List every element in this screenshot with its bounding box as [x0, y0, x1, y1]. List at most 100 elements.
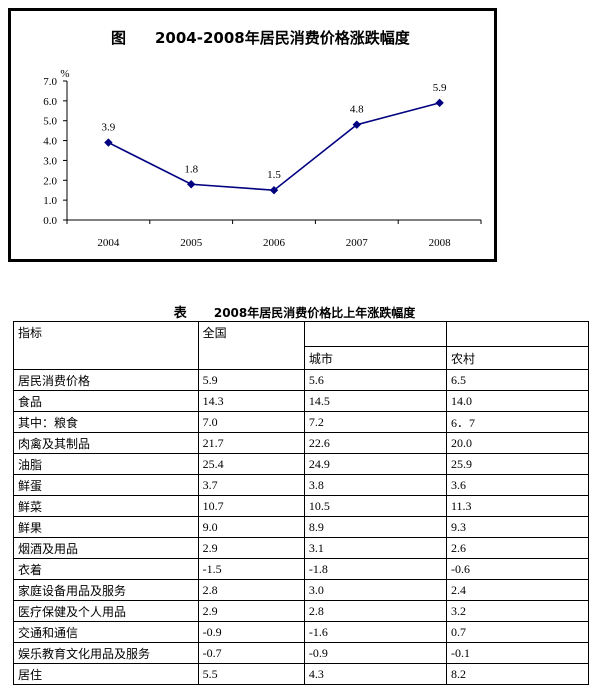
- row-rural: 8.2: [445, 663, 589, 685]
- table-row: 食品 14.3 14.5 14.0: [13, 390, 589, 412]
- row-label: 家庭设备用品及服务: [13, 579, 199, 601]
- chart-figure-label: 图: [111, 29, 127, 47]
- row-label: 食品: [13, 390, 199, 412]
- y-tick-label: 2.0: [43, 175, 57, 187]
- row-urban: 4.3: [303, 663, 447, 685]
- table-label: 表: [173, 306, 187, 321]
- table-title: 2008年居民消费价格比上年涨跌幅度: [213, 306, 416, 320]
- row-label: 烟酒及用品: [13, 537, 199, 559]
- y-tick-label: 6.0: [43, 96, 57, 108]
- row-rural: 11.3: [445, 495, 589, 517]
- row-label: 医疗保健及个人用品: [13, 600, 199, 622]
- table-row: 鲜菜 10.7 10.5 11.3: [13, 495, 589, 517]
- table-row: 其中：粮食 7.0 7.2 6．7: [13, 411, 589, 433]
- row-label: 居民消费价格: [13, 369, 199, 391]
- table-row: 油脂 25.4 24.9 25.9: [13, 453, 589, 475]
- row-label: 鲜果: [13, 516, 199, 538]
- table-row: 居民消费价格 5.9 5.6 6.5: [13, 369, 589, 391]
- data-label: 1.8: [184, 163, 198, 175]
- table-row: 交通和通信 -0.9 -1.6 0.7: [13, 621, 589, 643]
- row-rural: 3.6: [445, 474, 589, 496]
- row-national: 3.7: [197, 474, 305, 496]
- row-urban: 2.8: [303, 600, 447, 622]
- y-tick-label: 5.0: [43, 116, 57, 128]
- row-urban: 3.8: [303, 474, 447, 496]
- row-rural: 2.6: [445, 537, 589, 559]
- row-national: 10.7: [197, 495, 305, 517]
- table-row: 烟酒及用品 2.9 3.1 2.6: [13, 537, 589, 559]
- row-rural: 9.3: [445, 516, 589, 538]
- row-national: 5.5: [197, 663, 305, 685]
- header-indicator: 指标: [13, 321, 199, 370]
- data-point: [269, 186, 279, 195]
- row-national: 14.3: [197, 390, 305, 412]
- row-national: 25.4: [197, 453, 305, 475]
- chart-title: 2004-2008年居民消费价格涨跌幅度: [155, 29, 410, 47]
- row-urban: 5.6: [303, 369, 447, 391]
- row-national: -0.7: [197, 642, 305, 664]
- data-point: [186, 180, 196, 189]
- header-urban: 城市: [303, 346, 447, 370]
- table-row: 衣着 -1.5 -1.8 -0.6: [13, 558, 589, 580]
- row-label: 交通和通信: [13, 621, 199, 643]
- row-rural: 6.5: [445, 369, 589, 391]
- row-national: 7.0: [197, 411, 305, 433]
- row-label: 油脂: [13, 453, 199, 475]
- y-tick-label: 0.0: [43, 215, 57, 227]
- data-label: 3.9: [102, 122, 116, 134]
- x-tick-label: 2005: [180, 237, 203, 249]
- table-row: 鲜果 9.0 8.9 9.3: [13, 516, 589, 538]
- row-label: 鲜菜: [13, 495, 199, 517]
- row-urban: 10.5: [303, 495, 447, 517]
- data-label: 5.9: [433, 82, 447, 94]
- row-urban: 8.9: [303, 516, 447, 538]
- row-label: 其中：粮食: [13, 411, 199, 433]
- y-axis-unit: %: [60, 68, 69, 80]
- row-urban: -0.9: [303, 642, 447, 664]
- data-label: 4.8: [350, 104, 364, 116]
- row-rural: 0.7: [445, 621, 589, 643]
- data-label: 1.5: [267, 169, 281, 181]
- data-point: [104, 138, 113, 147]
- x-tick-label: 2006: [263, 237, 286, 249]
- row-label: 居住: [13, 663, 199, 685]
- table-caption: 表 2008年居民消费价格比上年涨跌幅度: [0, 302, 589, 321]
- row-rural: 3.2: [445, 600, 589, 622]
- y-tick-label: 4.0: [43, 136, 57, 148]
- x-tick-label: 2008: [429, 237, 452, 249]
- header-rural: 农村: [445, 346, 589, 370]
- row-urban: 24.9: [303, 453, 447, 475]
- row-label: 娱乐教育文化用品及服务: [13, 642, 199, 664]
- row-rural: 20.0: [445, 432, 589, 454]
- row-label: 肉禽及其制品: [13, 432, 199, 454]
- row-national: -0.9: [197, 621, 305, 643]
- header-spacer-urban: [303, 321, 447, 347]
- table-row: 居住 5.5 4.3 8.2: [13, 663, 589, 685]
- row-national: 9.0: [197, 516, 305, 538]
- table-row: 鲜蛋 3.7 3.8 3.6: [13, 474, 589, 496]
- row-national: 2.8: [197, 579, 305, 601]
- row-urban: -1.6: [303, 621, 447, 643]
- row-rural: 14.0: [445, 390, 589, 412]
- row-urban: 7.2: [303, 411, 447, 433]
- y-tick-label: 3.0: [43, 155, 57, 167]
- row-national: 2.9: [197, 537, 305, 559]
- data-point: [435, 98, 444, 108]
- row-urban: 22.6: [303, 432, 447, 454]
- row-rural: 6．7: [445, 411, 589, 433]
- header-spacer-rural: [445, 321, 589, 347]
- line-chart: 0.0 1.0 2.0 3.0 4.0 5.0 6.0 7.0% 2004 2005 2006 200…: [43, 68, 482, 249]
- row-urban: 14.5: [303, 390, 447, 412]
- row-national: 2.9: [197, 600, 305, 622]
- row-urban: -1.8: [303, 558, 447, 580]
- row-national: 21.7: [197, 432, 305, 454]
- row-label: 衣着: [13, 558, 199, 580]
- x-tick-label: 2004: [97, 237, 120, 249]
- data-point: [352, 120, 362, 129]
- table-row: 家庭设备用品及服务 2.8 3.0 2.4: [13, 579, 589, 601]
- header-national: 全国: [197, 321, 305, 370]
- chart-frame: 图 2004-2008年居民消费价格涨跌幅度 0.0 1.0 2.0 3.0 4.0 5.…: [8, 8, 497, 262]
- table-header-row: 指标 全国: [13, 321, 589, 370]
- row-rural: 2.4: [445, 579, 589, 601]
- table-subheader-row: 城市 农村: [14, 346, 589, 370]
